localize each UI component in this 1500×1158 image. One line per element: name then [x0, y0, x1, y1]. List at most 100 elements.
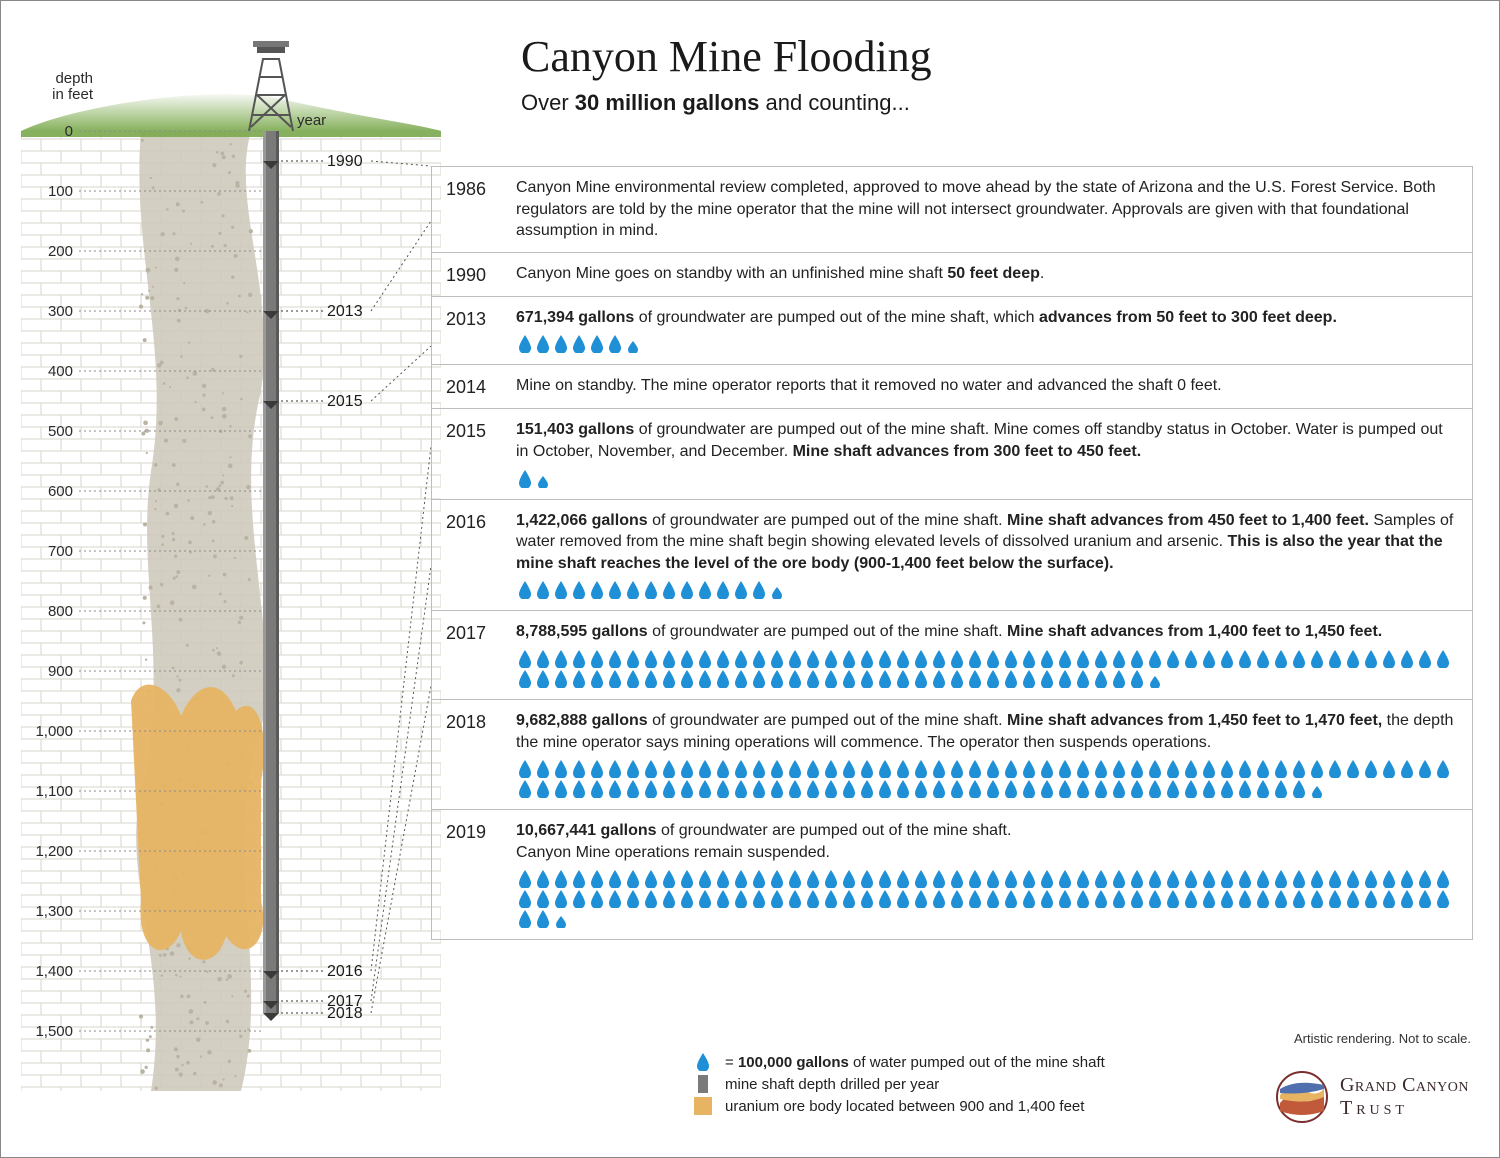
- shaft-diagram: 01002003004005006007008009001,0001,1001,…: [21, 31, 441, 1091]
- water-drop-icon: [896, 650, 910, 668]
- water-drop-icon: [536, 870, 550, 888]
- water-drop-icon: [950, 670, 964, 688]
- water-drop-icon: [896, 780, 910, 798]
- legend-drop-text: = 100,000 gallons of water pumped out of…: [725, 1054, 1105, 1071]
- water-drop-icon: [644, 890, 658, 908]
- water-drop-icon: [914, 650, 928, 668]
- water-drop-icon: [860, 760, 874, 778]
- svg-text:2015: 2015: [327, 393, 363, 410]
- water-drop-icon: [878, 760, 892, 778]
- water-drop-icon: [1076, 670, 1090, 688]
- water-drops: [516, 649, 1458, 689]
- water-drop-icon: [950, 780, 964, 798]
- timeline-year: 2019: [446, 820, 516, 843]
- water-drop-icon: [536, 670, 550, 688]
- water-drop-icon: [1112, 780, 1126, 798]
- water-drop-icon: [518, 335, 532, 353]
- svg-text:in feet: in feet: [52, 86, 94, 103]
- water-drop-icon: [590, 780, 604, 798]
- svg-text:900: 900: [48, 663, 73, 680]
- water-drop-icon: [1184, 650, 1198, 668]
- timeline-row: 201910,667,441 gallons of groundwater ar…: [432, 809, 1472, 939]
- water-drop-icon: [608, 870, 622, 888]
- svg-text:400: 400: [48, 363, 73, 380]
- water-drop-icon: [932, 870, 946, 888]
- water-drop-icon: [518, 581, 532, 599]
- timeline-table: 1986Canyon Mine environmental review com…: [431, 166, 1473, 940]
- svg-text:2013: 2013: [327, 303, 363, 320]
- water-drop-icon: [824, 670, 838, 688]
- water-drop-icon: [1382, 650, 1396, 668]
- water-drop-icon: [626, 760, 640, 778]
- water-drop-icon: [1274, 870, 1288, 888]
- water-drop-icon: [1274, 890, 1288, 908]
- water-drop-icon: [914, 870, 928, 888]
- water-drop-icon: [1148, 780, 1162, 798]
- svg-text:500: 500: [48, 423, 73, 440]
- svg-text:600: 600: [48, 483, 73, 500]
- water-drop-icon: [968, 650, 982, 668]
- timeline-year: 2013: [446, 307, 516, 330]
- water-drop-icon: [788, 670, 802, 688]
- water-drop-icon: [986, 670, 1000, 688]
- water-drop-icon: [878, 780, 892, 798]
- water-drop-icon: [842, 890, 856, 908]
- water-drop-icon: [572, 780, 586, 798]
- water-drop-icon: [590, 581, 604, 599]
- water-drop-icon: [518, 910, 532, 928]
- water-drop-icon: [608, 780, 622, 798]
- water-drop-icon: [554, 780, 568, 798]
- timeline-row: 1986Canyon Mine environmental review com…: [432, 167, 1472, 252]
- subtitle-prefix: Over: [521, 90, 575, 115]
- subtitle-bold: 30 million gallons: [575, 90, 760, 115]
- water-drop-icon: [1004, 890, 1018, 908]
- water-drop-icon: [968, 870, 982, 888]
- water-drop-icon: [842, 870, 856, 888]
- water-drop-icon: [968, 760, 982, 778]
- water-drop-icon: [662, 670, 676, 688]
- disclaimer: Artistic rendering. Not to scale.: [1294, 1031, 1471, 1046]
- water-drop-icon: [1292, 890, 1306, 908]
- water-drop-icon: [1256, 650, 1270, 668]
- water-drop-icon: [842, 650, 856, 668]
- water-drop-icon: [644, 760, 658, 778]
- water-drops: [516, 580, 1458, 600]
- water-drop-icon: [752, 780, 766, 798]
- water-drop-icon: [806, 870, 820, 888]
- water-drop-icon: [1058, 650, 1072, 668]
- water-drop-icon: [1328, 760, 1342, 778]
- water-drop-icon: [1094, 650, 1108, 668]
- water-drop-icon: [1202, 760, 1216, 778]
- water-drop-icon: [932, 760, 946, 778]
- water-drop-icon: [1022, 650, 1036, 668]
- water-drop-icon: [518, 670, 532, 688]
- timeline-body: 671,394 gallons of groundwater are pumpe…: [516, 307, 1458, 355]
- water-drop-icon: [626, 890, 640, 908]
- water-drop-icon: [1220, 780, 1234, 798]
- water-drop-icon: [608, 335, 622, 353]
- water-drop-icon: [878, 870, 892, 888]
- water-drop-icon: [734, 650, 748, 668]
- water-drop-icon: [1094, 890, 1108, 908]
- water-drop-icon: [1076, 780, 1090, 798]
- water-drop-icon: [554, 581, 568, 599]
- water-drop-icon: [644, 780, 658, 798]
- water-drop-icon: [662, 760, 676, 778]
- water-drop-icon: [860, 780, 874, 798]
- water-drop-icon: [986, 780, 1000, 798]
- timeline-body: 1,422,066 gallons of groundwater are pum…: [516, 510, 1458, 601]
- water-drop-icon: [1346, 890, 1360, 908]
- water-drop-icon: [1256, 870, 1270, 888]
- water-drop-icon: [1148, 890, 1162, 908]
- water-drop-icon: [1112, 760, 1126, 778]
- water-drop-icon: [1130, 780, 1144, 798]
- water-drop-icon: [608, 760, 622, 778]
- legend-row-shaft: mine shaft depth drilled per year: [691, 1075, 1105, 1093]
- water-drop-icon: [590, 335, 604, 353]
- water-drop-icon: [698, 760, 712, 778]
- water-drop-icon: [1310, 650, 1324, 668]
- water-drop-icon: [788, 650, 802, 668]
- water-drop-icon: [1400, 870, 1414, 888]
- timeline-year: 2017: [446, 621, 516, 644]
- water-drop-icon: [1238, 870, 1252, 888]
